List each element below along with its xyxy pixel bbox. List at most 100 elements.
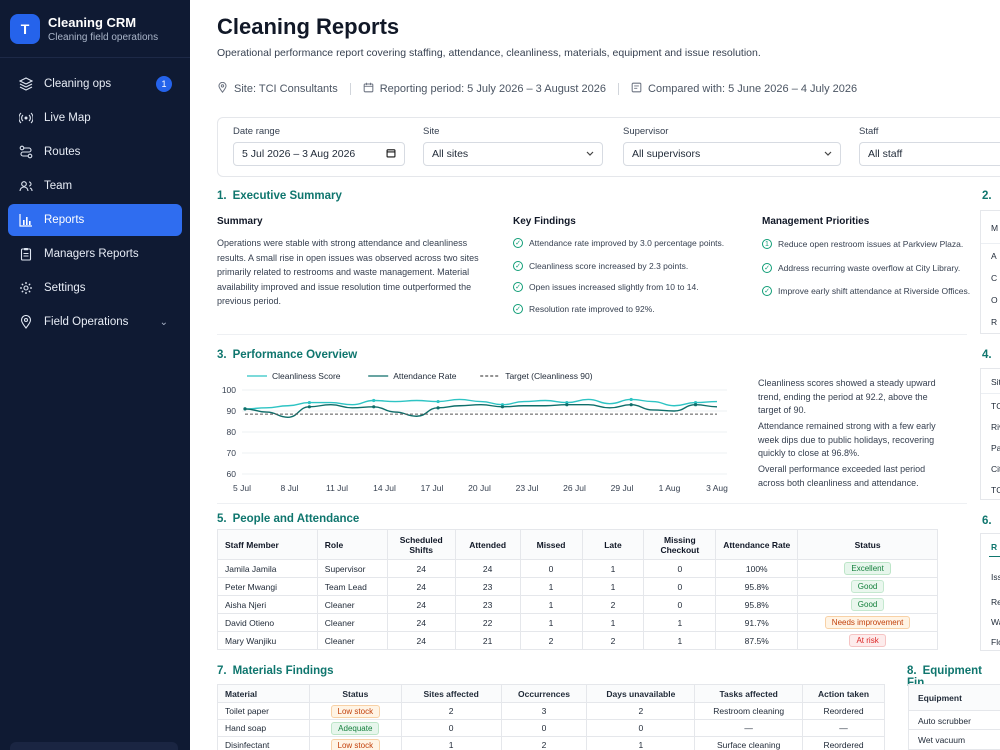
table-cell: Surface cleaning: [694, 736, 804, 750]
table-row[interactable]: Aisha Njeri Cleaner 24 23 1 2 0 95.8% Good: [217, 595, 938, 614]
status-badge: Good: [850, 580, 885, 593]
summary-text: Operations were stable with strong atten…: [217, 238, 479, 306]
nav-item-team[interactable]: Team: [8, 170, 182, 202]
column-header[interactable]: Role: [316, 529, 388, 560]
column-header[interactable]: Occurrences: [500, 684, 588, 703]
table-cell: Restroom cleaning: [694, 702, 804, 720]
x-tick-label: 17 Jul: [421, 483, 444, 493]
column-header[interactable]: Sites affected: [400, 684, 502, 703]
data-point: [500, 405, 505, 409]
data-point: [243, 407, 247, 411]
table-cell: 1: [519, 613, 583, 632]
table-row[interactable]: Toilet paper Low stock 2 3 2 Restroom cleanin…: [217, 702, 885, 720]
table-cell: 21: [454, 631, 521, 650]
brand[interactable]: T Cleaning CRM Cleaning field operations: [0, 0, 190, 58]
column-header[interactable]: Attended: [454, 529, 521, 560]
nav-item-reports[interactable]: Reports: [8, 204, 182, 236]
column-header[interactable]: Scheduled Shifts: [386, 529, 456, 560]
filter-supervisor: Supervisor All supervisors: [623, 126, 841, 166]
section-materials-findings: 7. Materials Findings: [217, 665, 334, 677]
table-row[interactable]: David Otieno Cleaner 24 22 1 1 1 91.7% Needs imp…: [217, 613, 938, 632]
table-cell: 0: [586, 719, 696, 737]
column-header[interactable]: Action taken: [802, 684, 885, 703]
number-circle-icon: 1: [762, 239, 772, 249]
chevron-down-icon[interactable]: ⌄: [159, 316, 168, 328]
nav-label: Cleaning ops: [44, 78, 112, 90]
column-header[interactable]: Staff Member: [217, 529, 318, 560]
nav-item-managers-reports[interactable]: Managers Reports: [8, 238, 182, 270]
priority-item: ✓ Improve early shift attendance at River…: [762, 286, 970, 296]
column-header[interactable]: Missing Checkout: [643, 529, 717, 560]
x-tick-label: 5 Jul: [233, 483, 251, 493]
section-4-peek: 4.: [982, 349, 992, 361]
section-number: 1.: [217, 190, 227, 202]
status-badge: Low stock: [330, 738, 381, 750]
nav-item-live-map[interactable]: Live Map: [8, 102, 182, 134]
staff-select[interactable]: All staff: [859, 142, 1000, 166]
supervisor-value: All supervisors: [632, 148, 701, 160]
table-cell: 1: [643, 613, 717, 632]
data-point: [629, 397, 633, 402]
table-row: Auto scrubber: [909, 711, 1000, 730]
legend-label: Attendance Rate: [393, 371, 457, 381]
table-cell: Reordered: [802, 702, 885, 720]
table-cell: Jamila Jamila: [217, 559, 318, 578]
table-cell: Cleaner: [316, 595, 388, 614]
legend-label: Target (Cleanliness 90): [505, 371, 593, 381]
table-row[interactable]: Peter Mwangi Team Lead 24 23 1 1 0 95.8% Good: [217, 577, 938, 596]
data-point: [307, 401, 311, 405]
table-cell: 2: [581, 595, 645, 614]
bar-chart-icon: [18, 212, 34, 228]
table-cell: Toilet paper: [217, 702, 310, 720]
table-cell: 91.7%: [715, 613, 799, 632]
table-cell: 2: [581, 631, 645, 650]
site-select[interactable]: All sites: [423, 142, 603, 166]
table-cell: 22: [454, 613, 521, 632]
meta-compared: Compared with: 5 June 2026 – 4 July 2026: [648, 83, 858, 95]
nav-item-field-operations[interactable]: Field Operations ⌄: [8, 306, 182, 338]
date-range-input[interactable]: 5 Jul 2026 – 3 Aug 2026: [233, 142, 405, 166]
performance-chart: 100 90 80 70 60 5 Jul 8 Jul 11 Jul 14 Jul 17 Jul 2…: [222, 371, 728, 493]
nav-item-settings[interactable]: Settings: [8, 272, 182, 304]
table-row[interactable]: Jamila Jamila Supervisor 24 24 0 1 0 100% Excell…: [217, 559, 938, 578]
filter-label: Supervisor: [623, 126, 669, 137]
section-people-attendance: 5. People and Attendance: [217, 513, 360, 525]
table-cell: —: [694, 719, 804, 737]
column-header[interactable]: Attendance Rate: [715, 529, 799, 560]
tab-peek[interactable]: R: [991, 542, 998, 552]
column-header[interactable]: Status: [797, 529, 938, 560]
brand-logo: T: [10, 13, 40, 44]
table-cell: Excellent: [797, 559, 938, 578]
table-cell: David Otieno: [217, 613, 318, 632]
table-cell: 87.5%: [715, 631, 799, 650]
filter-site: Site All sites: [423, 126, 603, 166]
nav-item-routes[interactable]: Routes: [8, 136, 182, 168]
summary-heading: Summary: [217, 216, 263, 227]
column-header[interactable]: Missed: [519, 529, 583, 560]
column-header[interactable]: Late: [581, 529, 645, 560]
nav-label: Field Operations: [44, 316, 129, 328]
status-badge: Needs improvement: [824, 616, 911, 629]
series-line: [244, 398, 718, 410]
table-cell: Needs improvement: [797, 613, 938, 632]
filter-staff: Staff All staff: [859, 126, 1000, 166]
table-row[interactable]: Hand soap Adequate 0 0 0— —: [217, 719, 885, 737]
table-row[interactable]: Disinfectant Low stock 1 2 1 Surface cleaning…: [217, 736, 885, 750]
table-cell: 1: [519, 577, 583, 596]
table-cell: Low stock: [308, 736, 402, 750]
gear-icon: [18, 280, 34, 296]
table-cell: 24: [454, 559, 521, 578]
table-row[interactable]: Mary Wanjiku Cleaner 24 21 2 2 1 87.5% At risk: [217, 631, 938, 650]
table-cell: At risk: [797, 631, 938, 650]
chevron-down-icon: [586, 148, 594, 160]
supervisor-select[interactable]: All supervisors: [623, 142, 841, 166]
column-header[interactable]: Material: [217, 684, 310, 703]
x-tick-label: 23 Jul: [516, 483, 539, 493]
route-icon: [18, 144, 34, 160]
column-header[interactable]: Tasks affected: [694, 684, 804, 703]
column-header[interactable]: Status: [308, 684, 402, 703]
nav-item-cleaning-ops[interactable]: Cleaning ops 1: [8, 68, 182, 100]
table-cell: 1: [643, 631, 717, 650]
column-header[interactable]: Days unavailable: [586, 684, 696, 703]
sidebar-footer-card[interactable]: [10, 742, 178, 750]
